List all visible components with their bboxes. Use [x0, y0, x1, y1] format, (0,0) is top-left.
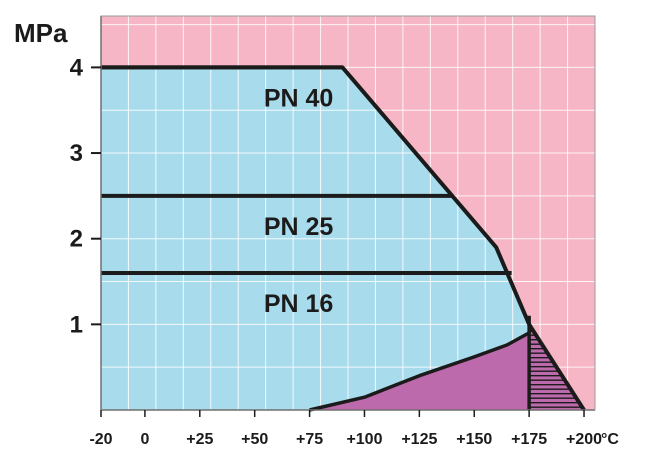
series-lines-layer — [101, 65, 586, 412]
x-tick-label: +25 — [186, 431, 213, 448]
series-label: PN 25 — [264, 213, 334, 241]
x-tick-label: 0 — [140, 431, 149, 448]
y-tick-label: 1 — [70, 311, 83, 338]
y-unit-label: MPa — [14, 18, 68, 48]
x-tick-label: -20 — [89, 431, 112, 448]
axes-layer — [91, 15, 596, 417]
labels-layer: 1 2 3 4 -20 0 +25 +50 +75 +100 +125 +150 +175 +200 MPa… — [14, 18, 619, 448]
y-tick-label: 2 — [70, 226, 83, 253]
x-unit-label: °C — [601, 431, 619, 448]
series-label: PN 40 — [264, 84, 333, 112]
x-tick-label: +200 — [566, 431, 602, 448]
y-tick-label: 4 — [70, 54, 84, 81]
series-label: PN 16 — [264, 290, 333, 318]
grid-layer — [101, 16, 595, 410]
restricted-region — [309, 331, 584, 410]
plot-frame — [100, 15, 596, 411]
x-tick-label: +150 — [456, 431, 492, 448]
y-tick-label: 3 — [70, 140, 83, 167]
x-tick-label: +100 — [346, 431, 382, 448]
x-tick-label: +125 — [401, 431, 437, 448]
x-tick-label: +50 — [241, 431, 268, 448]
x-tick-label: +75 — [296, 431, 323, 448]
x-tick-label: +175 — [511, 431, 547, 448]
